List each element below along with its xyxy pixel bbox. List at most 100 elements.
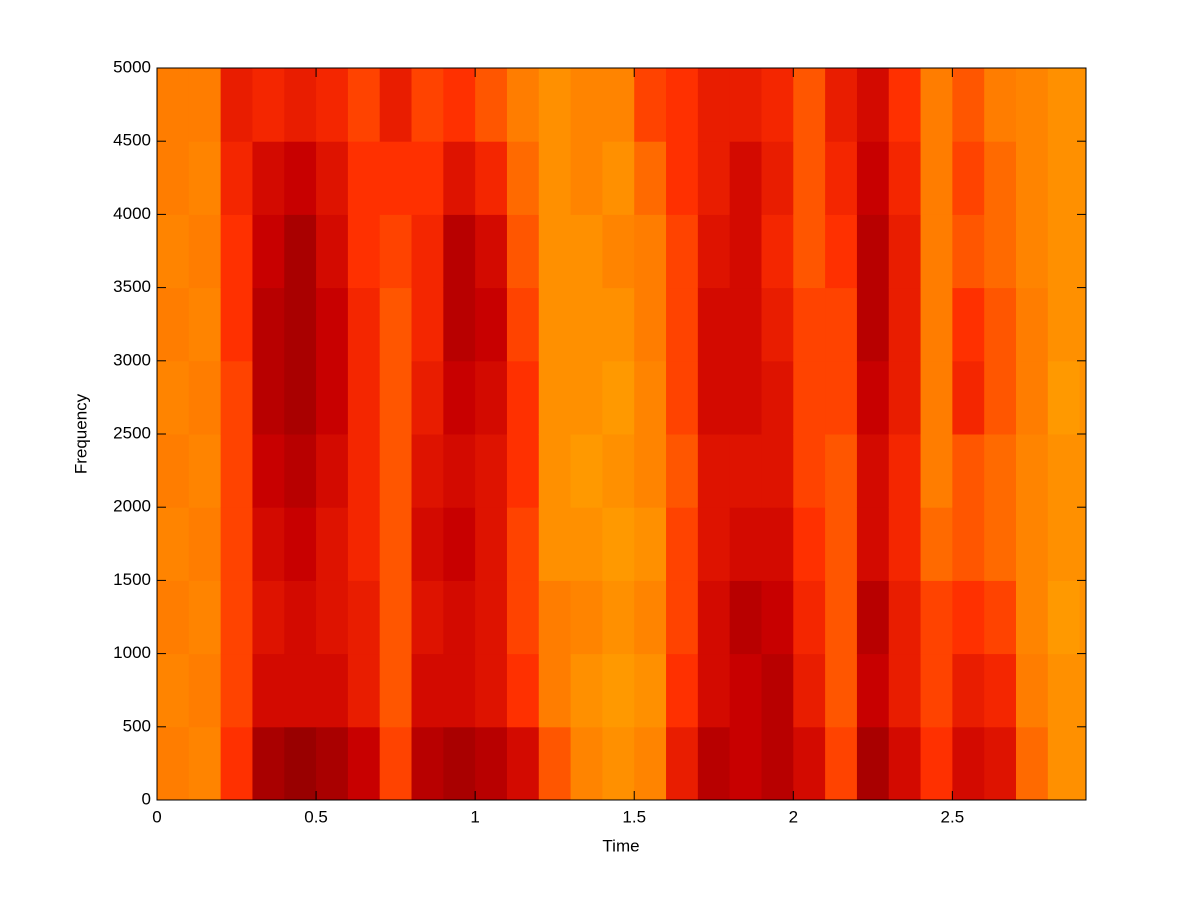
heatmap-cell bbox=[157, 653, 190, 728]
heatmap-cell bbox=[920, 287, 953, 362]
heatmap bbox=[157, 68, 1086, 800]
heatmap-cell bbox=[379, 214, 413, 289]
heatmap-cell bbox=[984, 214, 1017, 289]
heatmap-cell bbox=[761, 507, 794, 581]
heatmap-cell bbox=[1079, 726, 1086, 800]
heatmap-cell bbox=[443, 434, 476, 508]
heatmap-cell bbox=[1016, 141, 1049, 215]
heatmap-cell bbox=[793, 653, 826, 728]
heatmap-cell bbox=[1016, 214, 1049, 289]
heatmap-cell bbox=[157, 141, 190, 215]
heatmap-cell bbox=[252, 580, 285, 655]
heatmap-cell bbox=[666, 434, 699, 508]
heatmap-cell bbox=[920, 653, 953, 728]
heatmap-cell bbox=[729, 653, 762, 728]
heatmap-cell bbox=[411, 214, 444, 289]
heatmap-cell bbox=[602, 580, 635, 655]
heatmap-cell bbox=[443, 580, 476, 655]
heatmap-cell bbox=[157, 287, 190, 362]
heatmap-cell bbox=[602, 68, 635, 142]
heatmap-cell bbox=[252, 68, 285, 142]
heatmap-cell bbox=[1079, 580, 1086, 655]
heatmap-cell bbox=[506, 360, 540, 435]
heatmap-cell bbox=[952, 287, 985, 362]
heatmap-cell bbox=[888, 214, 922, 289]
heatmap-cell bbox=[984, 68, 1017, 142]
heatmap-cell bbox=[475, 653, 508, 728]
heatmap-cell bbox=[602, 726, 635, 800]
heatmap-cell bbox=[634, 434, 667, 508]
heatmap-cell bbox=[379, 434, 413, 508]
heatmap-cell bbox=[379, 141, 413, 215]
heatmap-cell bbox=[888, 653, 922, 728]
heatmap-cell bbox=[411, 726, 444, 800]
heatmap-cell bbox=[888, 68, 922, 142]
heatmap-cell bbox=[729, 287, 762, 362]
heatmap-cell bbox=[697, 214, 731, 289]
heatmap-cell bbox=[1047, 507, 1081, 581]
heatmap-cell bbox=[729, 726, 762, 800]
heatmap-cell bbox=[825, 726, 858, 800]
heatmap-cell bbox=[920, 141, 953, 215]
x-tick-label: 1.5 bbox=[622, 807, 646, 826]
heatmap-cell bbox=[570, 360, 603, 435]
heatmap-cell bbox=[697, 726, 731, 800]
heatmap-cell bbox=[825, 507, 858, 581]
heatmap-cell bbox=[347, 68, 381, 142]
heatmap-cell bbox=[1047, 360, 1081, 435]
heatmap-cell bbox=[952, 726, 985, 800]
heatmap-cell bbox=[761, 580, 794, 655]
heatmap-cell bbox=[316, 580, 349, 655]
heatmap-cell bbox=[506, 214, 540, 289]
heatmap-cell bbox=[825, 141, 858, 215]
heatmap-cell bbox=[316, 434, 349, 508]
heatmap-cell bbox=[475, 287, 508, 362]
heatmap-cell bbox=[984, 360, 1017, 435]
heatmap-cell bbox=[538, 507, 572, 581]
heatmap-cell bbox=[856, 726, 890, 800]
y-axis-label: Frequency bbox=[71, 393, 90, 474]
heatmap-cell bbox=[634, 68, 667, 142]
heatmap-cell bbox=[793, 726, 826, 800]
heatmap-cell bbox=[761, 360, 794, 435]
heatmap-cell bbox=[506, 726, 540, 800]
heatmap-cell bbox=[347, 580, 381, 655]
heatmap-cell bbox=[761, 68, 794, 142]
heatmap-cell bbox=[443, 287, 476, 362]
heatmap-cell bbox=[920, 434, 953, 508]
heatmap-cell bbox=[697, 68, 731, 142]
heatmap-cell bbox=[793, 68, 826, 142]
heatmap-cell bbox=[825, 360, 858, 435]
heatmap-cell bbox=[602, 653, 635, 728]
y-tick-label: 1500 bbox=[113, 570, 151, 589]
heatmap-cell bbox=[284, 214, 317, 289]
heatmap-cell bbox=[220, 726, 253, 800]
heatmap-cell bbox=[697, 507, 731, 581]
heatmap-cell bbox=[666, 141, 699, 215]
heatmap-cell bbox=[379, 287, 413, 362]
heatmap-cell bbox=[952, 360, 985, 435]
heatmap-cell bbox=[729, 434, 762, 508]
heatmap-cell bbox=[347, 360, 381, 435]
heatmap-cell bbox=[188, 580, 222, 655]
heatmap-cell bbox=[1047, 214, 1081, 289]
heatmap-cell bbox=[347, 214, 381, 289]
heatmap-cell bbox=[729, 141, 762, 215]
heatmap-cell bbox=[475, 580, 508, 655]
heatmap-cell bbox=[1016, 360, 1049, 435]
heatmap-cell bbox=[697, 141, 731, 215]
heatmap-cell bbox=[220, 434, 253, 508]
heatmap-cell bbox=[697, 434, 731, 508]
heatmap-cell bbox=[570, 214, 603, 289]
heatmap-cell bbox=[952, 141, 985, 215]
heatmap-cell bbox=[920, 580, 953, 655]
heatmap-cell bbox=[888, 726, 922, 800]
heatmap-cell bbox=[697, 580, 731, 655]
heatmap-cell bbox=[475, 141, 508, 215]
heatmap-cell bbox=[284, 507, 317, 581]
heatmap-cell bbox=[506, 141, 540, 215]
heatmap-cell bbox=[506, 653, 540, 728]
y-tick-label: 3500 bbox=[113, 277, 151, 296]
heatmap-cell bbox=[602, 434, 635, 508]
heatmap-cell bbox=[506, 287, 540, 362]
